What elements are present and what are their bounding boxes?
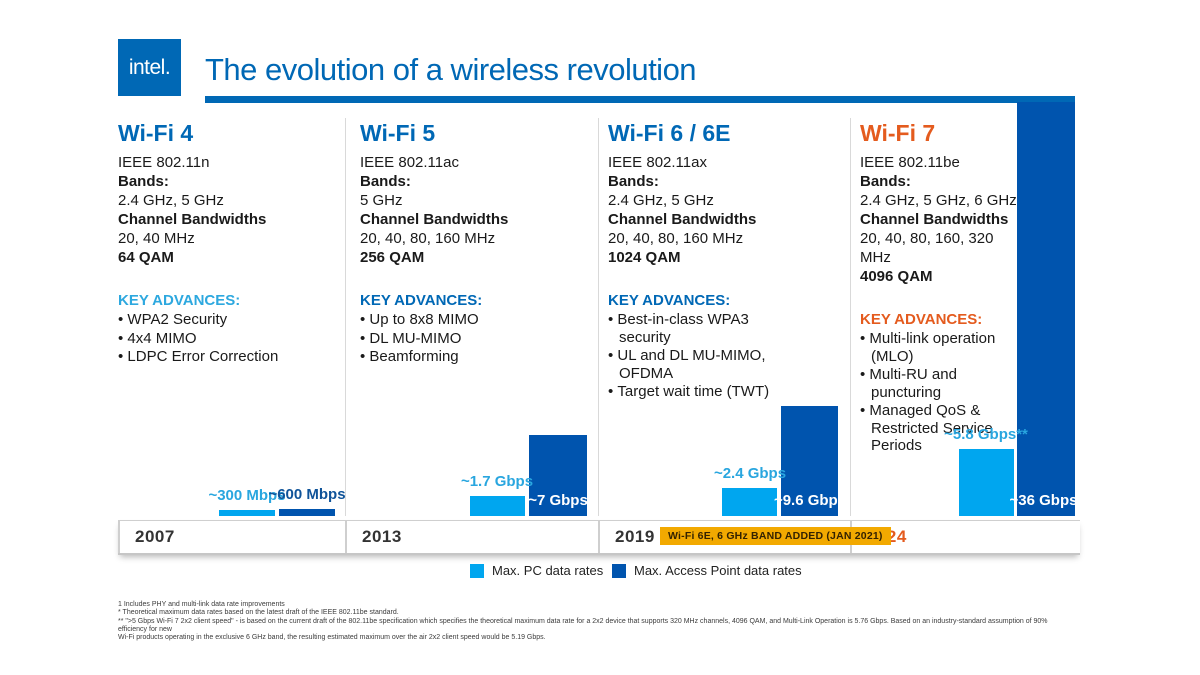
bandwidth-label: Channel Bandwidths [860,211,1009,228]
bandwidth-label: Channel Bandwidths [360,211,509,228]
bandwidth-value: 20, 40, 80, 160 MHz [360,230,496,247]
column-divider [598,118,599,516]
bar-wifi5-ap [529,435,587,516]
bands-value: 2.4 GHz, 5 GHz [608,192,714,209]
bar-wifi5-pc [470,496,525,516]
column-divider [850,118,851,516]
legend-swatch-ap-icon [612,563,626,578]
ieee-standard: IEEE 802.11ax [608,154,707,171]
advance-item: Target wait time (TWT) [608,383,794,401]
key-advances-label: KEY ADVANCES: [860,311,983,328]
bar-wifi7-ap [1017,102,1075,516]
advance-item: Up to 8x8 MIMO [360,311,582,329]
footnote-line: * Theoretical maximum data rates based o… [118,609,399,617]
bands-label: Bands: [608,173,659,190]
header-rule [205,96,1075,103]
advance-item: WPA2 Security [118,311,330,329]
bar-label-wifi6-pc: ~2.4 Gbps [713,465,787,482]
bandwidth-label: Channel Bandwidths [118,211,267,228]
footnote-line: Wi-Fi products operating in the exclusiv… [118,634,546,642]
bar-wifi4-pc [219,510,275,516]
timeline-band: 2007 2013 2019 2024 [118,520,1080,555]
legend-swatch-pc-icon [470,563,484,578]
ieee-standard: IEEE 802.11n [118,154,210,171]
bar-wifi7-pc [959,449,1014,516]
bar-wifi6-pc [722,488,777,516]
footnote-line: ** ">5 Gbps Wi-Fi 7 2x2 client speed" - … [118,617,1048,633]
page-title: The evolution of a wireless revolution [205,52,697,87]
bands-value: 5 GHz [360,192,403,209]
advance-item: Best-in-class WPA3 security [608,311,794,346]
footnote-line: 1 Includes PHY and multi-link data rate … [118,601,285,608]
column-divider [345,118,346,516]
generation-title: Wi-Fi 7 [860,120,936,146]
bar-label-wifi4-pc: ~300 Mbps [208,487,286,504]
timeline-segment-2007: 2007 [118,521,347,553]
bar-wifi4-ap [279,509,335,516]
bandwidth-value: 20, 40, 80, 160, 320 MHz [860,230,994,266]
legend-label-pc: Max. PC data rates [492,563,604,578]
advance-item: Managed QoS & Restricted Service Periods [860,402,1022,455]
year-label: 2013 [362,527,402,546]
key-advances-label: KEY ADVANCES: [360,292,483,309]
column-wifi5: Wi-Fi 5 IEEE 802.11ac Bands: 5 GHz Chann… [360,120,582,366]
key-advances-label: KEY ADVANCES: [118,292,241,309]
advance-item: Beamforming [360,348,582,366]
key-advances-label: KEY ADVANCES: [608,292,731,309]
bands-label: Bands: [118,173,169,190]
advance-item: DL MU-MIMO [360,330,582,348]
bandwidth-label: Channel Bandwidths [608,211,757,228]
advance-item: LDPC Error Correction [118,348,330,366]
bar-label-wifi6-ap: ~9.6 Gbps [773,492,847,509]
ieee-standard: IEEE 802.11ac [360,154,459,171]
column-wifi7: Wi-Fi 7 IEEE 802.11be Bands: 2.4 GHz, 5 … [860,120,1022,455]
qam-value: 256 QAM [360,249,425,266]
bar-label-wifi5-pc: ~1.7 Gbps [460,473,534,490]
timeline-segment-2019: 2019 [598,521,852,553]
timeline-segment-2013: 2013 [345,521,600,553]
qam-value: 1024 QAM [608,249,681,266]
bar-label-wifi5-ap: ~7 Gbps [528,492,588,509]
advance-item: Multi-RU and puncturing [860,366,1022,401]
generation-title: Wi-Fi 4 [118,120,194,146]
year-label: 2019 [615,527,655,546]
intel-logo-text: intel. [128,55,171,79]
qam-value: 64 QAM [118,249,174,266]
advance-item: Multi-link operation (MLO) [860,330,1022,365]
legend-label-ap: Max. Access Point data rates [634,563,802,578]
bar-label-wifi4-ap: ~600 Mbps [268,486,346,503]
ieee-standard: IEEE 802.11be [860,154,960,171]
bandwidth-value: 20, 40 MHz [118,230,195,247]
column-wifi6: Wi-Fi 6 / 6E IEEE 802.11ax Bands: 2.4 GH… [608,120,794,401]
bands-label: Bands: [360,173,411,190]
bar-wifi6-ap [781,406,838,516]
year-label: 2007 [135,527,175,546]
generation-title: Wi-Fi 6 / 6E [608,120,731,146]
column-wifi4: Wi-Fi 4 IEEE 802.11n Bands: 2.4 GHz, 5 G… [118,120,330,366]
bar-label-wifi7-ap: ~36 Gbps¹ [1009,492,1083,509]
generation-title: Wi-Fi 5 [360,120,436,146]
advance-item: UL and DL MU-MIMO, OFDMA [608,347,794,382]
bands-label: Bands: [860,173,911,190]
legend-item-pc: Max. PC data rates [470,563,603,578]
advance-item: 4x4 MIMO [118,330,330,348]
footnotes: 1 Includes PHY and multi-link data rate … [118,601,1078,642]
legend-item-ap: Max. Access Point data rates [612,563,802,578]
bands-value: 2.4 GHz, 5 GHz [118,192,224,209]
bands-value: 2.4 GHz, 5 GHz, 6 GHz [860,192,1017,209]
bar-label-wifi7-pc: ~5.8 Gbps** [944,426,1028,443]
bandwidth-value: 20, 40, 80, 160 MHz [608,230,744,247]
wifi6e-badge: Wi-Fi 6E, 6 GHz BAND ADDED (JAN 2021) [660,527,891,545]
qam-value: 4096 QAM [860,268,933,285]
intel-logo: intel. [118,39,181,96]
